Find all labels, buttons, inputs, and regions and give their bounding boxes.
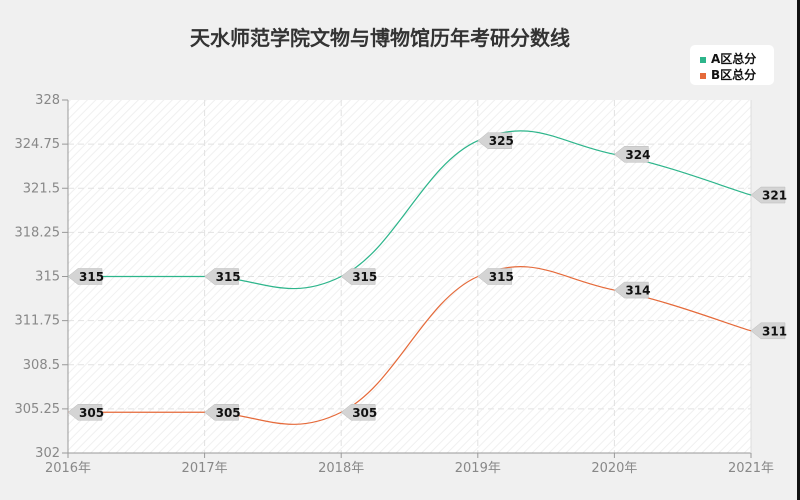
legend-label-b: B区总分 bbox=[711, 68, 757, 82]
svg-text:311: 311 bbox=[762, 324, 787, 338]
data-label: 305 bbox=[340, 404, 377, 421]
axes: 328 324.75 321.5 318.25 315 311.75 308.5 305.25… bbox=[15, 93, 775, 476]
x-tick-label: 2016年 bbox=[45, 461, 91, 476]
data-labels: 315 315 315 325 324 321 305 305 305 315 314 311 bbox=[67, 132, 787, 421]
data-label: 321 bbox=[750, 186, 787, 204]
data-label: 324 bbox=[613, 146, 650, 163]
data-label: 315 bbox=[477, 268, 514, 285]
data-label: 325 bbox=[477, 132, 514, 149]
svg-text:305: 305 bbox=[216, 406, 241, 420]
y-tick-label: 318.25 bbox=[15, 225, 61, 240]
y-tick-label: 302 bbox=[35, 446, 60, 461]
chart-title: 天水师范学院文物与博物馆历年考研分数线 bbox=[190, 26, 570, 50]
y-tick-label: 308.5 bbox=[23, 358, 60, 373]
data-label: 311 bbox=[750, 322, 787, 340]
data-label: 305 bbox=[204, 404, 241, 421]
x-tick-label: 2018年 bbox=[318, 461, 364, 476]
y-tick-label: 311.75 bbox=[15, 314, 61, 329]
x-tick-label: 2017年 bbox=[182, 461, 228, 476]
svg-text:315: 315 bbox=[489, 270, 514, 284]
svg-text:324: 324 bbox=[625, 148, 650, 162]
svg-text:315: 315 bbox=[216, 270, 241, 284]
svg-text:315: 315 bbox=[352, 270, 377, 284]
legend-swatch-b bbox=[700, 72, 706, 79]
legend-item-a[interactable]: A区总分 bbox=[700, 50, 756, 67]
y-tick-label: 315 bbox=[35, 270, 60, 285]
data-label: 315 bbox=[67, 268, 104, 285]
svg-text:305: 305 bbox=[352, 406, 377, 420]
svg-text:314: 314 bbox=[625, 284, 650, 298]
svg-text:321: 321 bbox=[762, 189, 787, 203]
window-border bbox=[797, 0, 800, 500]
y-tick-label: 324.75 bbox=[15, 137, 61, 152]
legend-swatch-a bbox=[700, 56, 706, 63]
data-label: 314 bbox=[613, 281, 650, 299]
x-tick-label: 2020年 bbox=[591, 461, 637, 476]
x-tick-label: 2021年 bbox=[728, 461, 774, 476]
y-tick-label: 305.25 bbox=[15, 402, 61, 417]
data-label: 305 bbox=[67, 404, 104, 421]
legend-item-b[interactable]: B区总分 bbox=[700, 66, 756, 83]
data-label: 315 bbox=[340, 268, 377, 285]
y-tick-label: 328 bbox=[35, 93, 60, 108]
x-tick-label: 2019年 bbox=[455, 461, 501, 476]
y-tick-label: 321.5 bbox=[23, 181, 60, 196]
svg-text:315: 315 bbox=[79, 270, 104, 284]
svg-text:305: 305 bbox=[79, 406, 104, 420]
data-label: 315 bbox=[204, 268, 241, 285]
legend: A区总分 B区总分 bbox=[690, 45, 774, 85]
svg-text:325: 325 bbox=[489, 134, 514, 148]
legend-label-a: A区总分 bbox=[711, 52, 757, 66]
